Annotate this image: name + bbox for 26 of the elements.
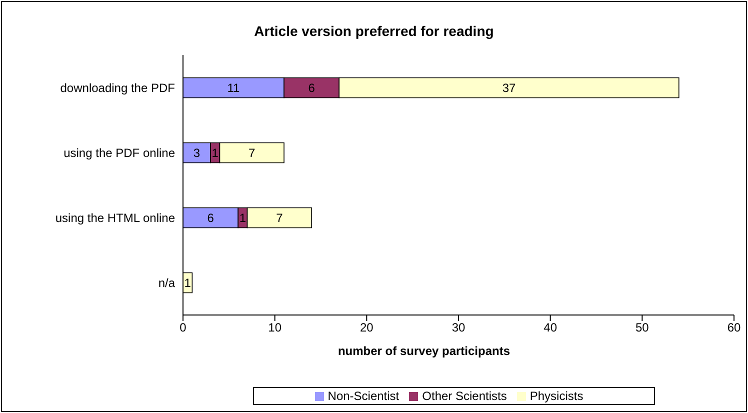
legend-label: Non-Scientist <box>328 389 400 403</box>
y-tick-label: downloading the PDF <box>60 80 175 95</box>
y-tick-label: n/a <box>158 276 176 290</box>
data-label: 1 <box>184 276 192 290</box>
data-label: 3 <box>193 146 200 160</box>
legend-label: Other Scientists <box>422 389 507 403</box>
x-tick-label: 30 <box>452 320 466 335</box>
x-tick-label: 10 <box>268 320 282 335</box>
y-tick-label: using the PDF online <box>64 146 176 160</box>
x-tick-label: 60 <box>727 320 741 335</box>
data-label: 7 <box>248 146 256 160</box>
x-tick-label: 40 <box>544 320 558 335</box>
data-label: 6 <box>308 80 316 95</box>
legend-label: Physicists <box>530 389 584 403</box>
chart-title: Article version preferred for reading <box>253 23 495 39</box>
x-tick-label: 0 <box>180 320 187 335</box>
data-label: 1 <box>239 210 246 225</box>
data-label: 7 <box>276 210 284 225</box>
data-label: 11 <box>227 80 240 95</box>
data-label: 37 <box>502 80 516 95</box>
x-axis-title: number of survey participants <box>336 344 512 358</box>
data-label: 1 <box>212 146 219 160</box>
y-tick-label: using the HTML online <box>55 210 176 225</box>
data-label: 6 <box>207 210 214 225</box>
x-tick-label: 20 <box>360 320 374 335</box>
x-tick-label: 50 <box>635 320 650 335</box>
